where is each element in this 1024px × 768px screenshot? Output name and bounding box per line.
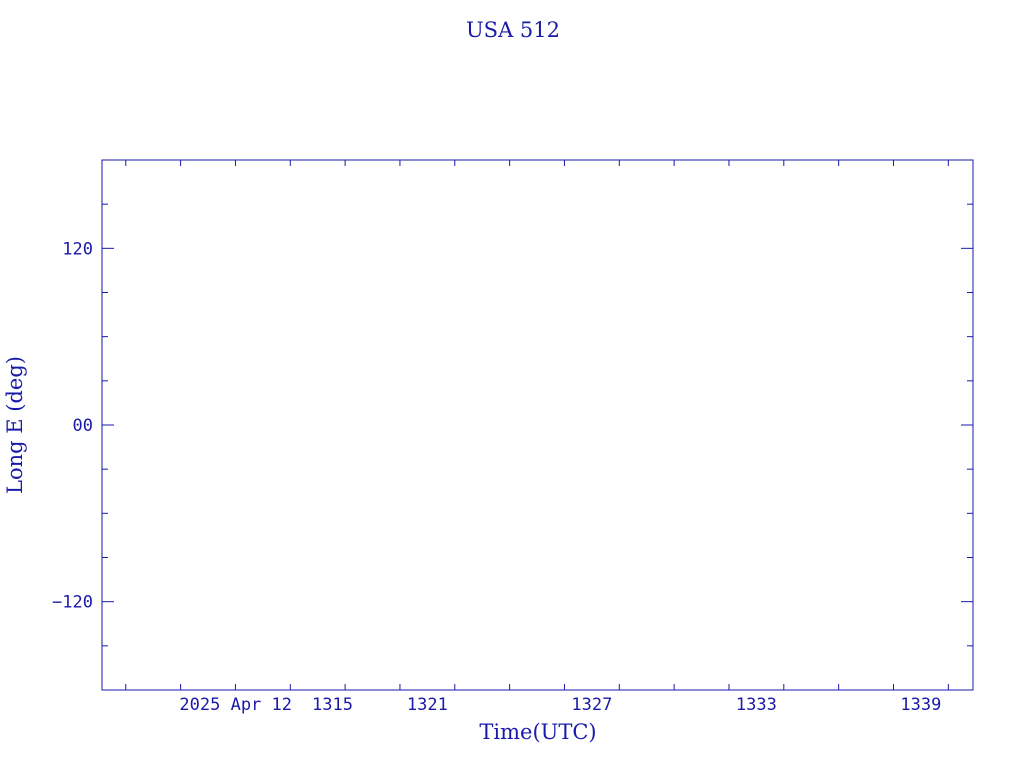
- y-tick-label: −120: [52, 593, 93, 613]
- x-tick-label: 1321: [407, 695, 448, 715]
- x-axis-label: Time(UTC): [479, 720, 596, 744]
- x-axis-date-label: 2025 Apr 12: [179, 695, 292, 715]
- chart-title: USA 512: [466, 18, 560, 42]
- y-tick-label: 120: [62, 239, 93, 259]
- tick-labels: 1315 1321 1327 1333 1339 120 00 −120: [52, 239, 941, 715]
- plot-frame: [101, 159, 974, 691]
- y-axis-label: Long E (deg): [3, 356, 27, 494]
- x-tick-label: 1327: [571, 695, 612, 715]
- x-tick-label: 1339: [900, 695, 941, 715]
- y-tick-label: 00: [73, 416, 93, 436]
- axis-ticks: [102, 160, 973, 690]
- x-tick-label: 1315: [312, 695, 353, 715]
- x-tick-label: 1333: [736, 695, 777, 715]
